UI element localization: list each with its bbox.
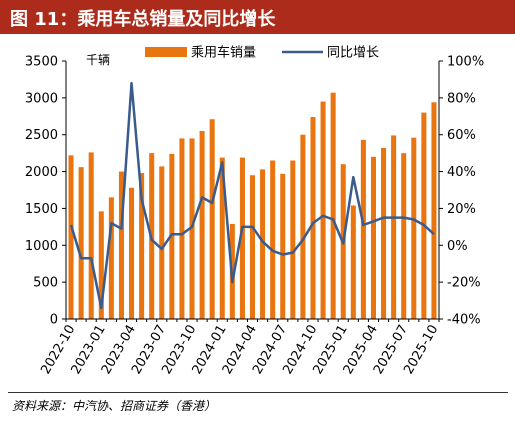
bar-2024-05 (260, 169, 266, 319)
left-tick-label: 3000 (25, 91, 58, 106)
bar-2023-11 (199, 131, 205, 319)
source-divider (8, 392, 508, 393)
bar-2023-01 (98, 211, 104, 319)
bar-2025-03 (360, 139, 366, 319)
bar-2022-12 (88, 152, 94, 319)
right-tick-label: 40% (447, 165, 476, 180)
left-tick-label: 500 (33, 276, 58, 291)
bar-2024-12 (330, 92, 336, 319)
bar-2025-05 (381, 147, 387, 319)
bar-2023-04 (129, 187, 135, 319)
right-tick-label: 100% (447, 55, 484, 70)
chart-area: 0 500 1000 1500 2000 2500 3000 3500 -40% -20% 0% 20… (25, 45, 484, 378)
yoy-growth-line (69, 81, 435, 310)
left-axis-unit: 千辆 (86, 53, 110, 67)
bar-2025-04 (370, 156, 376, 319)
title-bar: 图 11：乘用车总销量及同比增长 (0, 0, 515, 34)
bar-2024-08 (290, 160, 296, 319)
bar-2023-03 (118, 171, 124, 319)
bar-2024-06 (270, 160, 276, 319)
bar-2023-02 (108, 197, 114, 319)
bar-2025-07 (401, 153, 407, 319)
legend-bar-label: 乘用车销量 (191, 45, 256, 61)
bar-2025-06 (391, 135, 397, 319)
left-tick-label: 1500 (25, 202, 58, 217)
bar-2024-04 (249, 175, 256, 319)
bar-2025-08 (411, 137, 417, 319)
bar-2023-09 (179, 138, 185, 319)
left-tick-label: 0 (50, 313, 58, 328)
bar-2025-02 (350, 205, 356, 319)
bar-2023-12 (209, 119, 215, 319)
bar-2025-09 (421, 112, 427, 319)
axes-group (62, 60, 443, 322)
bar-2024-11 (320, 101, 326, 319)
left-tick-label: 3500 (25, 55, 58, 70)
left-tick-label: 1000 (25, 239, 58, 254)
right-tick-label: 0% (447, 239, 468, 254)
bar-2024-01 (219, 157, 225, 319)
bar-2023-10 (189, 138, 195, 319)
legend-bar-swatch (145, 47, 187, 57)
chart-title: 图 11：乘用车总销量及同比增长 (10, 9, 276, 30)
legend: 乘用车销量 同比增长 (145, 45, 379, 61)
legend-line-label: 同比增长 (327, 46, 379, 61)
bar-2024-07 (280, 173, 286, 319)
bar-2022-11 (78, 167, 84, 319)
right-tick-label: 80% (447, 91, 476, 106)
bar-2024-10 (310, 117, 316, 320)
bar-2023-05 (139, 173, 145, 319)
bar-2024-03 (239, 157, 245, 319)
bar-2022-10 (68, 155, 74, 319)
bar-2023-07 (159, 166, 165, 319)
left-tick-label: 2000 (25, 165, 58, 180)
source-note: 资料来源：中汽协、招商证券（香港） (12, 399, 217, 413)
right-tick-label: -20% (447, 276, 481, 291)
right-tick-label: -40% (447, 313, 481, 328)
bar-2024-09 (300, 134, 306, 319)
bar-2025-10 (431, 102, 437, 319)
left-tick-label: 2500 (25, 128, 58, 143)
right-tick-label: 20% (447, 202, 476, 217)
line-group (69, 81, 435, 310)
right-tick-label: 60% (447, 128, 476, 143)
